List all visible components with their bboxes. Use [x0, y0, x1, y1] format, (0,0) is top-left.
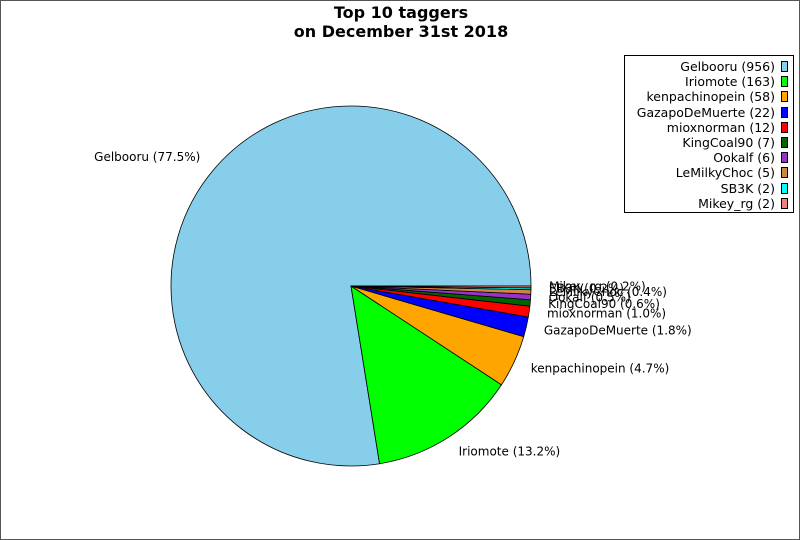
legend-swatch [781, 121, 788, 133]
legend-item-gelbooru: Gelbooru (956) [630, 59, 788, 74]
pie-slice-mikey_rg [350, 285, 532, 289]
legend-item-ookalf: Ookalf (6) [630, 150, 788, 165]
legend-label: LeMilkyChoc (5) [675, 165, 775, 181]
legend-swatch [781, 167, 788, 179]
pie-label-iriomote: Iriomote (13.2%) [459, 445, 561, 459]
pie-label-ookalf: Ookalf (0.5%) [549, 291, 631, 305]
legend: Gelbooru (956) Iriomote (163) kenpachinope… [624, 55, 794, 213]
pie-label-gelbooru: Gelbooru (77.5%) [94, 150, 200, 164]
legend-swatch [781, 61, 788, 73]
legend-item-lemilkychoc: LeMilkyChoc (5) [630, 165, 788, 180]
legend-label: SB3K (2) [720, 180, 775, 196]
chart-title: Top 10 taggers on December 31st 2018 [1, 3, 799, 41]
pie-label-kenpachinopein: kenpachinopein (4.7%) [531, 362, 670, 376]
legend-label: Iriomote (163) [685, 74, 775, 90]
pie-slice-iriomote [350, 285, 502, 465]
legend-item-kenpachinopein: kenpachinopein (58) [630, 89, 788, 104]
legend-item-mioxnorman: mioxnorman (12) [630, 120, 788, 135]
pie-labels: Gelbooru (77.5%) Iriomote (13.2%) kenpachi… [94, 150, 692, 459]
legend-swatch [781, 76, 788, 88]
legend-item-iriomote: Iriomote (163) [630, 74, 788, 89]
legend-item-gazapodemuerte: GazapoDeMuerte (22) [630, 105, 788, 120]
legend-item-mikey_rg: Mikey_rg (2) [630, 196, 788, 211]
pie-label-kingcoal90: KingCoal90 (0.6%) [548, 297, 660, 311]
legend-item-sb3k: SB3K (2) [630, 181, 788, 196]
pie-label-mioxnorman: mioxnorman (1.0%) [547, 307, 666, 321]
chart-title-line-1: Top 10 taggers [333, 3, 469, 22]
legend-item-kingcoal90: KingCoal90 (7) [630, 135, 788, 150]
pie-slices [170, 105, 532, 467]
pie-label-gazapodemuerte: GazapoDeMuerte (1.8%) [544, 324, 692, 338]
legend-label: kenpachinopein (58) [646, 89, 776, 105]
legend-swatch [781, 197, 788, 209]
legend-swatch [781, 152, 788, 164]
pie-label-sb3k: SB3K (0.2%) [549, 282, 624, 296]
legend-label: Ookalf (6) [713, 150, 775, 166]
legend-label: KingCoal90 (7) [682, 135, 775, 151]
legend-swatch [781, 91, 788, 103]
pie-label-lemilkychoc: LeMilkyChoc (0.4%) [549, 285, 667, 299]
legend-swatch [781, 106, 788, 118]
legend-swatch [781, 182, 788, 194]
legend-label: GazapoDeMuerte (22) [636, 104, 775, 120]
legend-label: Gelbooru (956) [680, 59, 775, 75]
legend-label: Mikey_rg (2) [698, 195, 775, 211]
pie-label-mikey_rg: Mikey_rg (0.2%) [549, 280, 646, 294]
chart-title-line-2: on December 31st 2018 [293, 22, 509, 41]
legend-swatch [781, 137, 788, 149]
legend-label: mioxnorman (12) [666, 119, 775, 135]
